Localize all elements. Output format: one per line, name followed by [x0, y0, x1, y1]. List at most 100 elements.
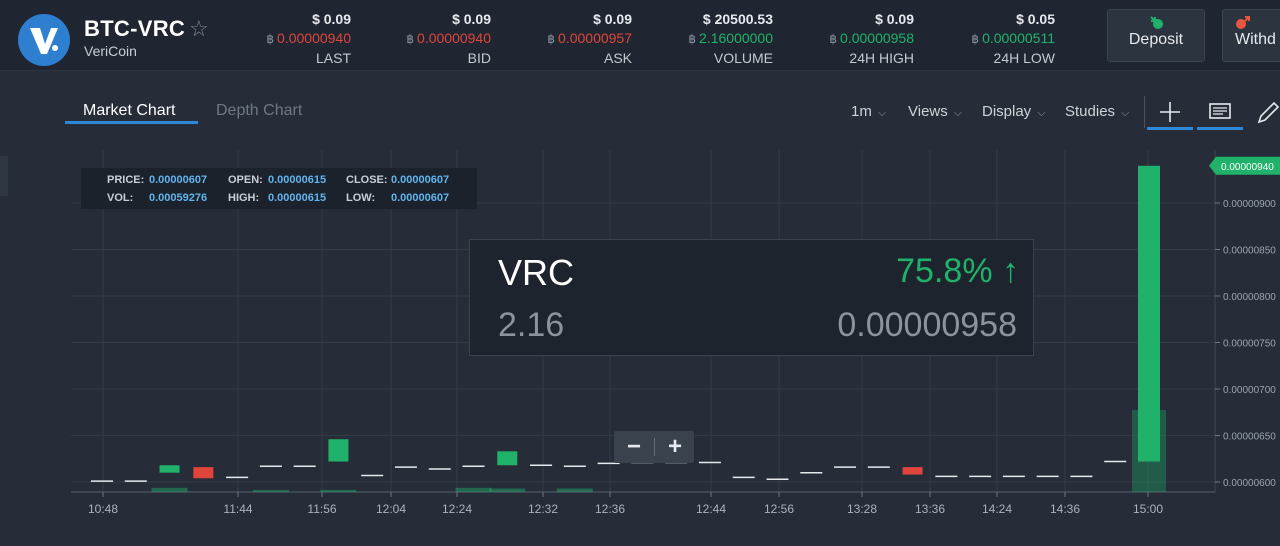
deposit-button[interactable]: Deposit — [1107, 9, 1205, 62]
stat-bid: $ 0.09 ฿ 0.00000940 BID — [341, 10, 491, 68]
interval-dropdown[interactable]: 1m ⌵ — [851, 103, 886, 120]
top-bar: BTC-VRC ☆ VeriCoin $ 0.09 ฿ 0.00000940 LAST… — [0, 0, 1280, 71]
volume-bar — [320, 489, 357, 492]
x-tick-label: 12:56 — [764, 502, 794, 516]
withdraw-arrow-icon — [1236, 16, 1250, 29]
candle — [159, 465, 180, 473]
crosshair-active-indicator — [1147, 127, 1193, 130]
y-tick-label: 0.00000750 — [1223, 339, 1276, 350]
stat-btc-value: 2.16000000 — [699, 30, 773, 46]
display-dropdown[interactable]: Display ⌵ — [982, 103, 1046, 120]
x-tick-label: 10:48 — [88, 502, 118, 516]
stat-label: LAST — [315, 50, 351, 66]
coin-name: VeriCoin — [84, 43, 137, 59]
deposit-label: Deposit — [1128, 31, 1184, 48]
tab-market-chart[interactable]: Market Chart — [83, 102, 176, 119]
low-key: LOW: — [346, 192, 376, 204]
withdraw-button[interactable]: Withd — [1222, 9, 1280, 62]
stat-usd: $ 0.05 — [1016, 11, 1055, 27]
stat-btc-value: 0.00000958 — [840, 30, 914, 46]
x-tick-label: 13:28 — [847, 502, 877, 516]
crosshair-tool-button[interactable] — [1147, 98, 1193, 130]
x-tick-label: 15:00 — [1133, 502, 1163, 516]
left-panel-handle — [0, 156, 8, 196]
stat-btc: ฿ 2.16000000 — [623, 29, 773, 49]
volume-bar — [489, 488, 526, 492]
close-key: CLOSE: — [346, 174, 388, 186]
stat-btc: ฿ 0.00000958 — [764, 29, 914, 49]
current-price-tag — [1209, 156, 1280, 175]
studies-label: Studies — [1065, 103, 1116, 120]
zoom-in-button[interactable]: + — [667, 433, 682, 460]
arrow-up-icon: ↑ — [1002, 252, 1019, 290]
chevron-down-icon: ⌵ — [1121, 107, 1130, 119]
stat-usd: $ 0.09 — [593, 11, 632, 27]
btc-icon: ฿ — [829, 32, 838, 46]
close-value: 0.00000607 — [391, 174, 450, 186]
stat-label: ASK — [603, 50, 632, 66]
stat-label: BID — [467, 50, 491, 66]
volume-bar — [252, 490, 289, 492]
stat-ask: $ 0.09 ฿ 0.00000957 ASK — [482, 10, 632, 68]
x-tick-label: 12:24 — [442, 502, 472, 516]
y-tick-label: 0.00000650 — [1223, 432, 1276, 443]
stat-usd: $ 0.09 — [875, 11, 914, 27]
candle — [902, 467, 923, 475]
stat-usd: $ 0.09 — [452, 11, 491, 27]
price-key: PRICE: — [107, 174, 145, 186]
high-value: 0.00000615 — [268, 192, 327, 204]
vol-value: 0.00059276 — [149, 192, 208, 204]
favorite-star-icon[interactable]: ☆ — [189, 16, 209, 41]
chevron-down-icon: ⌵ — [1037, 107, 1046, 119]
stat-usd: $ 0.09 — [312, 11, 351, 27]
candle — [1138, 165, 1160, 462]
pencil-icon — [1257, 101, 1280, 124]
x-tick-label: 14:24 — [982, 502, 1012, 516]
card-volume: 2.16 — [498, 306, 565, 344]
x-tick-label: 11:56 — [307, 502, 336, 516]
interval-label: 1m — [851, 103, 872, 120]
market-pair-title: BTC-VRC — [84, 16, 186, 41]
views-dropdown[interactable]: Views ⌵ — [908, 103, 962, 120]
studies-dropdown[interactable]: Studies ⌵ — [1065, 103, 1129, 120]
stat-btc-value: 0.00000940 — [277, 30, 351, 46]
low-value: 0.00000607 — [391, 192, 450, 204]
chevron-down-icon: ⌵ — [953, 107, 963, 119]
deposit-arrow-icon — [1150, 16, 1163, 29]
stat-usd: $ 20500.53 — [702, 11, 773, 27]
display-label: Display — [982, 103, 1032, 120]
x-tick-label: 12:44 — [696, 502, 726, 516]
x-tick-label: 12:04 — [376, 502, 406, 516]
stat-btc: ฿ 0.00000511 — [905, 29, 1055, 49]
volume-bar — [151, 487, 188, 492]
volume-bar — [556, 488, 593, 492]
tab-depth-chart[interactable]: Depth Chart — [216, 102, 303, 119]
candle — [328, 439, 349, 462]
current-price-label: 0.00000940 — [1221, 162, 1274, 173]
stat-btc-value: 0.00000511 — [982, 30, 1055, 46]
x-tick-label: 14:36 — [1050, 502, 1080, 516]
open-value: 0.00000615 — [268, 174, 327, 186]
stat-btc: ฿ 0.00000957 — [482, 29, 632, 49]
notes-icon — [1209, 103, 1231, 119]
zoom-out-button[interactable]: − — [626, 433, 641, 460]
y-tick-label: 0.00000700 — [1223, 385, 1276, 396]
card-change-value: 75.8% — [896, 252, 993, 290]
notes-tool-button[interactable] — [1197, 98, 1243, 130]
zoom-control: − + — [614, 431, 694, 463]
stat-btc-value: 0.00000957 — [558, 30, 632, 46]
btc-icon: ฿ — [688, 32, 697, 46]
btc-icon: ฿ — [406, 32, 415, 46]
btc-icon: ฿ — [547, 32, 556, 46]
price-value: 0.00000607 — [149, 174, 208, 186]
x-tick-label: 12:32 — [528, 502, 558, 516]
stat-24h-low: $ 0.05 ฿ 0.00000511 24H LOW — [905, 10, 1055, 68]
crosshair-icon — [1160, 102, 1180, 122]
pencil-tool-button[interactable] — [1250, 98, 1280, 128]
vol-key: VOL: — [107, 192, 134, 204]
stat-label: 24H HIGH — [849, 50, 914, 66]
notes-active-indicator — [1197, 127, 1243, 130]
btc-icon: ฿ — [266, 32, 275, 46]
x-tick-label: 11:44 — [223, 502, 252, 516]
stat-label: 24H LOW — [993, 50, 1055, 66]
